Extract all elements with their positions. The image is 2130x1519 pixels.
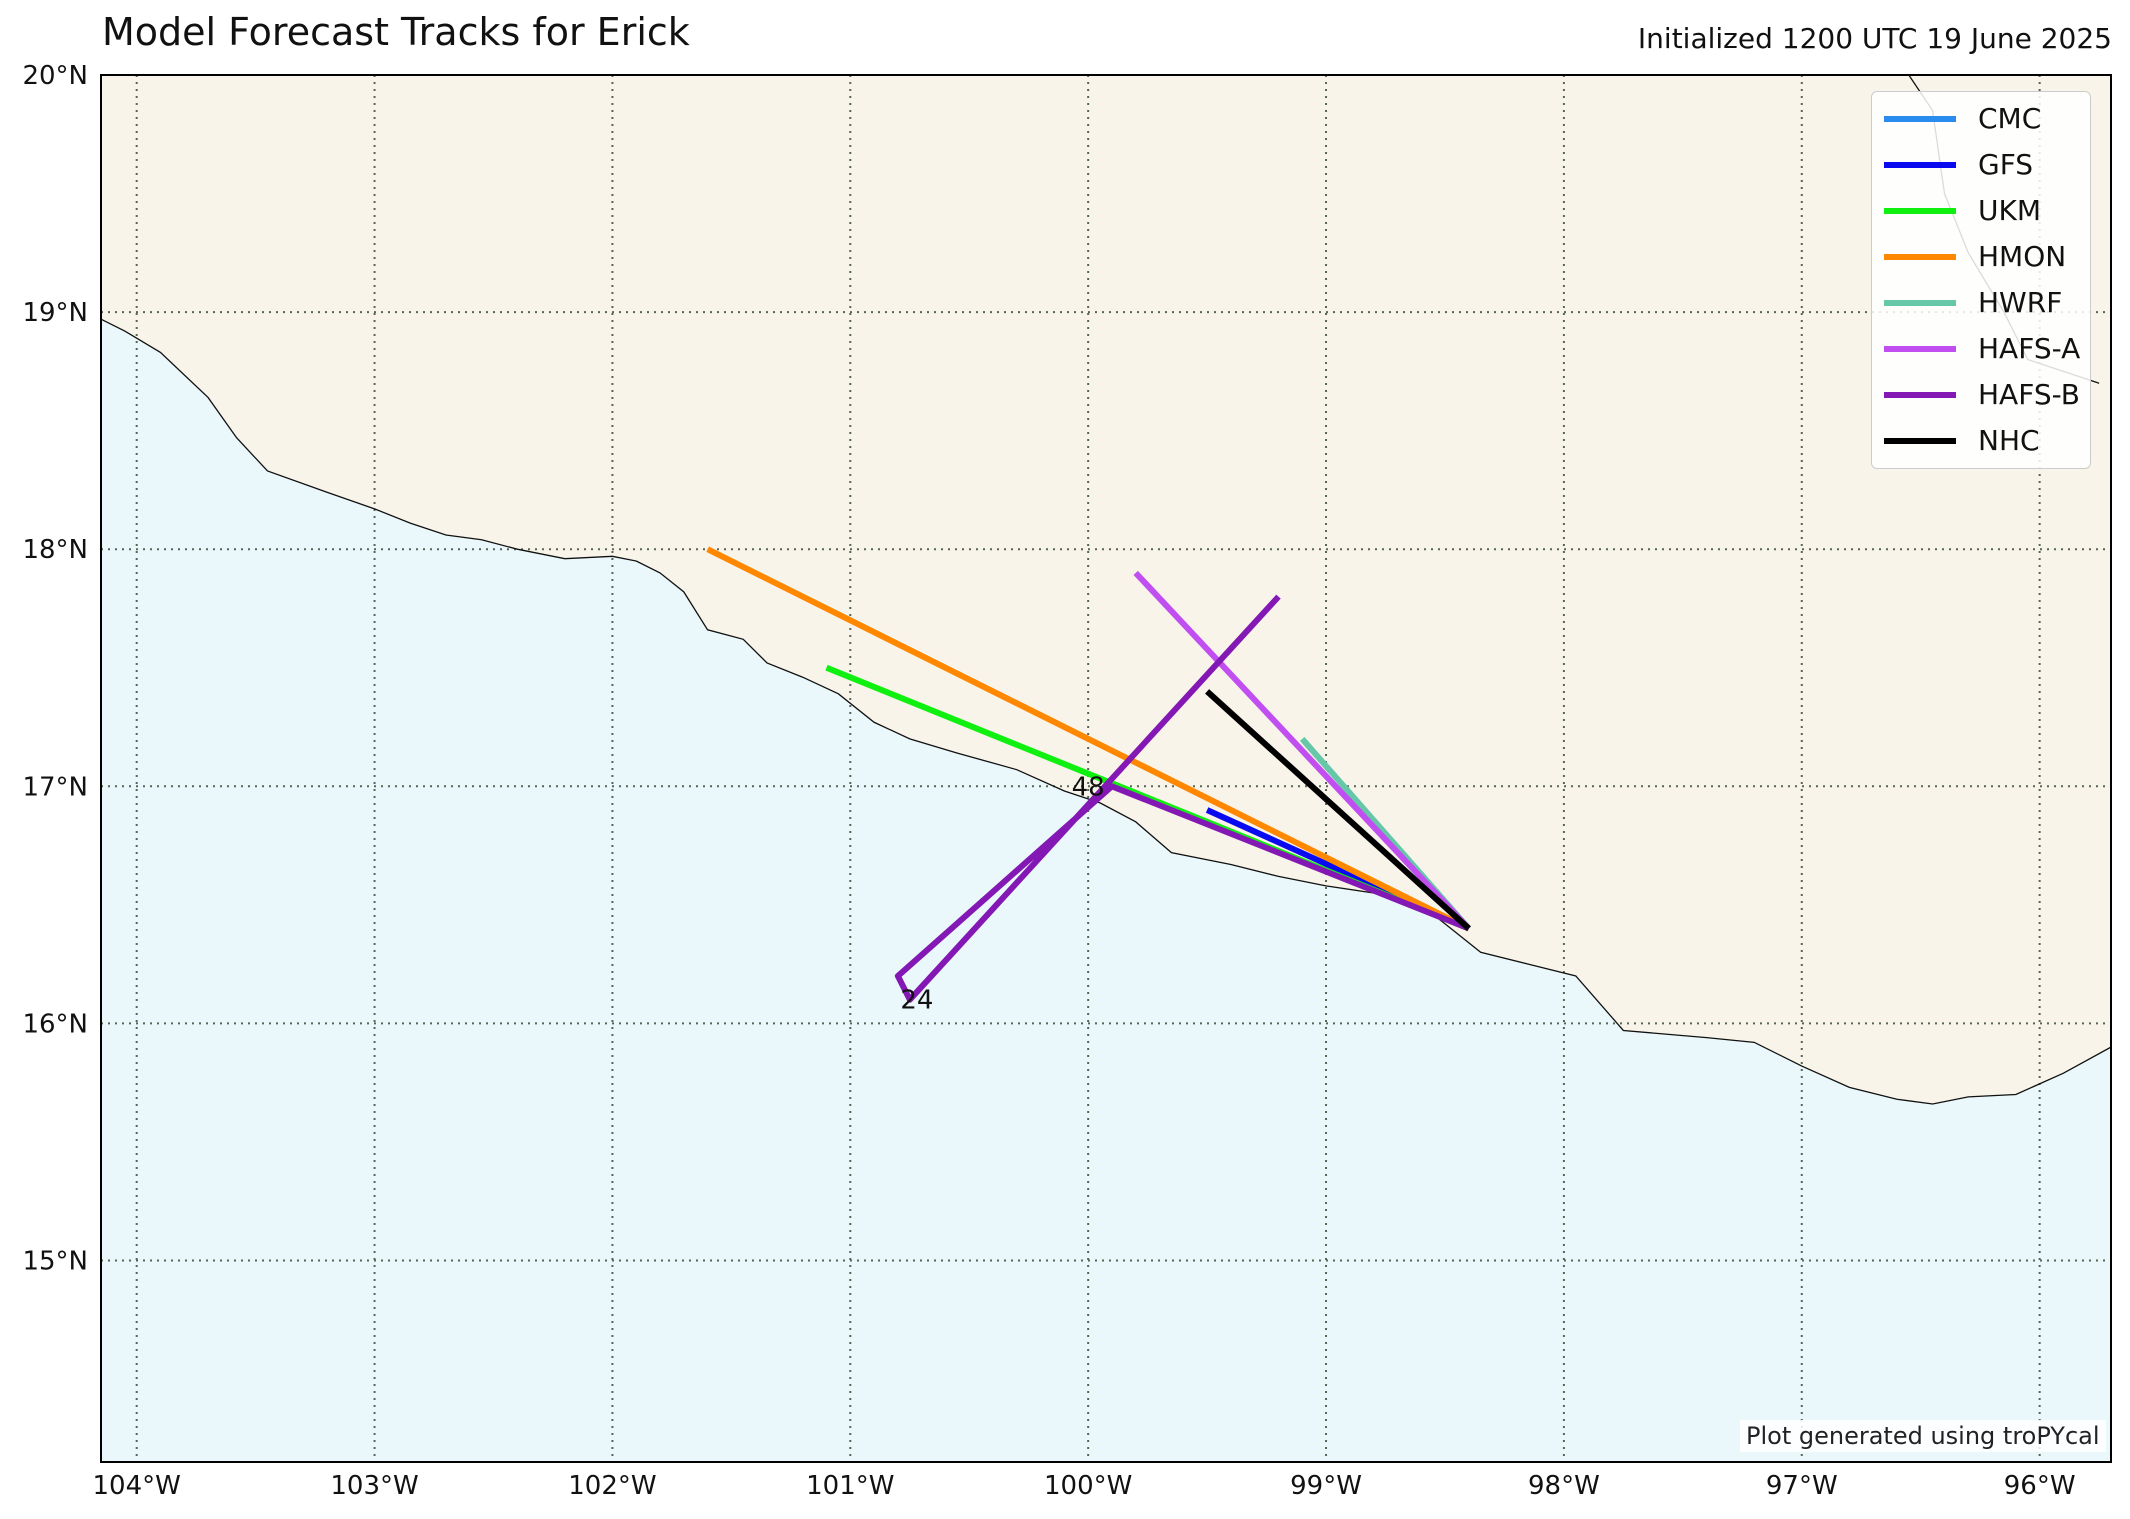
legend-label: UKM — [1978, 194, 2042, 227]
legend-swatch — [1884, 254, 1956, 260]
lon-tick-label: 102°W — [568, 1471, 656, 1501]
legend-item-nhc: NHC — [1872, 422, 2090, 458]
track-nhc — [1205, 689, 1471, 931]
legend-swatch — [1884, 300, 1956, 306]
lat-tick-label: 15°N — [22, 1246, 88, 1276]
legend-label: HMON — [1978, 240, 2067, 273]
legend-label: CMC — [1978, 102, 2042, 135]
latitude-labels: 20°N 19°N 18°N 17°N 16°N 15°N — [22, 61, 88, 1276]
forecast-hour-labels: 48 24 — [900, 772, 1104, 1015]
lat-tick-label: 16°N — [22, 1009, 88, 1039]
legend-swatch — [1884, 162, 1956, 168]
lon-tick-label: 98°W — [1528, 1471, 1600, 1501]
legend-swatch — [1884, 116, 1956, 122]
track-hafs-a — [1133, 570, 1471, 931]
legend-label: GFS — [1978, 148, 2034, 181]
legend-item-hafs-b: HAFS-B — [1872, 376, 2090, 412]
legend-item-gfs: GFS — [1872, 146, 2090, 182]
legend-label: HAFS-A — [1978, 332, 2081, 365]
land-area — [101, 75, 2111, 1104]
track-hmon — [706, 546, 1471, 932]
forecast-tracks — [706, 546, 1472, 1003]
legend-swatch — [1884, 392, 1956, 398]
lon-tick-label: 99°W — [1290, 1471, 1362, 1501]
coastline — [101, 318, 2111, 1105]
legend-item-hafs-a: HAFS-A — [1872, 330, 2090, 366]
init-time-subtitle: Initialized 1200 UTC 19 June 2025 — [1637, 22, 2112, 55]
lat-tick-label: 18°N — [22, 535, 88, 565]
legend-item-cmc: CMC — [1872, 100, 2090, 136]
lon-tick-label: 104°W — [93, 1471, 181, 1501]
legend-item-ukm: UKM — [1872, 192, 2090, 228]
forecast-hour-label: 48 — [1072, 772, 1105, 802]
legend-label: HAFS-B — [1978, 378, 2080, 411]
lon-tick-label: 96°W — [2004, 1471, 2076, 1501]
lon-tick-label: 101°W — [806, 1471, 894, 1501]
legend-item-hwrf: HWRF — [1872, 284, 2090, 320]
credit-text: Plot generated using troPYcal — [1740, 1420, 2106, 1452]
lat-tick-label: 19°N — [22, 298, 88, 328]
lon-tick-label: 100°W — [1044, 1471, 1132, 1501]
track-hafs-b — [894, 594, 1470, 1003]
legend-swatch — [1884, 438, 1956, 444]
legend-swatch — [1884, 208, 1956, 214]
longitude-labels: 104°W 103°W 102°W 101°W 100°W 99°W 98°W 97°W 96°… — [93, 1471, 2076, 1501]
forecast-hour-label: 24 — [900, 986, 933, 1016]
legend-item-hmon: HMON — [1872, 238, 2090, 274]
lat-tick-label: 20°N — [22, 61, 88, 91]
lon-tick-label: 103°W — [330, 1471, 418, 1501]
legend-label: HWRF — [1978, 286, 2063, 319]
map-title: Model Forecast Tracks for Erick — [102, 10, 690, 54]
legend-swatch — [1884, 346, 1956, 352]
map-frame — [100, 74, 2112, 1463]
lon-tick-label: 97°W — [1766, 1471, 1838, 1501]
legend-label: NHC — [1978, 424, 2040, 457]
legend: CMC GFS UKM HMON HWRF HAFS-A HAFS-B NHC — [1871, 91, 2091, 469]
lat-tick-label: 17°N — [22, 772, 88, 802]
